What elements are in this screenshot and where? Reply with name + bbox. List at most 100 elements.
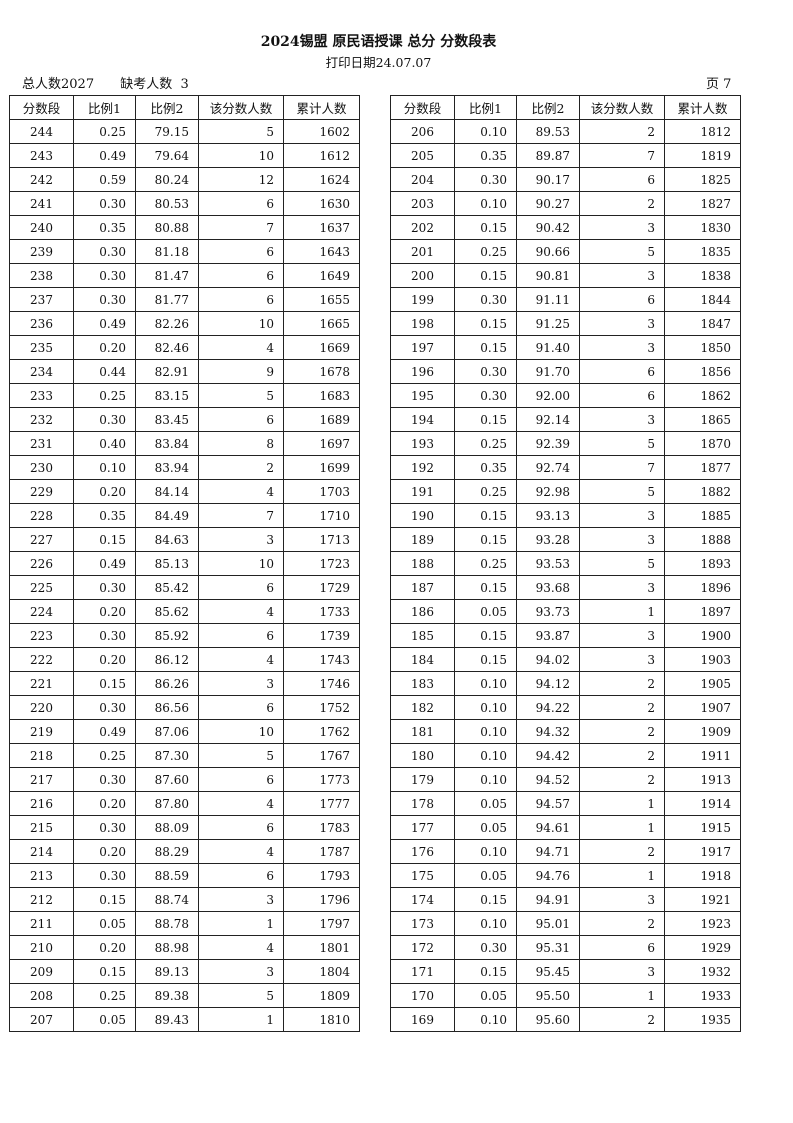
table-row: 225 0.30 85.42 6 1729 — [9, 575, 360, 600]
ratio2-cell: 91.40 — [516, 335, 580, 360]
score-cell: 203 — [390, 191, 455, 216]
score-cell: 221 — [9, 671, 74, 696]
cumulative-cell: 1830 — [664, 215, 741, 240]
ratio1-cell: 0.44 — [73, 359, 136, 384]
ratio1-cell: 0.15 — [454, 407, 517, 432]
header-row: 分数段 比例1 比例2 该分数人数 累计人数 — [390, 95, 741, 120]
ratio2-cell: 94.22 — [516, 695, 580, 720]
cumulative-cell: 1907 — [664, 695, 741, 720]
table-row: 233 0.25 83.15 5 1683 — [9, 383, 360, 408]
ratio1-cell: 0.20 — [73, 935, 136, 960]
score-cell: 176 — [390, 839, 455, 864]
cumulative-cell: 1917 — [664, 839, 741, 864]
score-table-right: 分数段 比例1 比例2 该分数人数 累计人数 206 0.10 89.53 2 1812… — [390, 95, 741, 1032]
cumulative-cell: 1762 — [283, 719, 360, 744]
table-row: 198 0.15 91.25 3 1847 — [390, 311, 741, 336]
ratio1-cell: 0.25 — [73, 983, 136, 1008]
ratio1-cell: 0.20 — [73, 647, 136, 672]
table-row: 169 0.10 95.60 2 1935 — [390, 1007, 741, 1032]
table-row: 223 0.30 85.92 6 1739 — [9, 623, 360, 648]
ratio2-cell: 91.70 — [516, 359, 580, 384]
cumulative-cell: 1665 — [283, 311, 360, 336]
ratio2-cell: 89.13 — [135, 959, 199, 984]
ratio2-cell: 86.26 — [135, 671, 199, 696]
ratio1-cell: 0.30 — [73, 575, 136, 600]
table-row: 209 0.15 89.13 3 1804 — [9, 959, 360, 984]
score-cell: 206 — [390, 119, 455, 144]
cumulative-cell: 1655 — [283, 287, 360, 312]
table-row: 224 0.20 85.62 4 1733 — [9, 599, 360, 624]
cumulative-cell: 1918 — [664, 863, 741, 888]
cumulative-cell: 1911 — [664, 743, 741, 768]
count-cell: 6 — [198, 287, 284, 312]
table-row: 215 0.30 88.09 6 1783 — [9, 815, 360, 840]
table-row: 212 0.15 88.74 3 1796 — [9, 887, 360, 912]
cumulative-cell: 1900 — [664, 623, 741, 648]
ratio1-cell: 0.15 — [454, 575, 517, 600]
absent-count: 缺考人数 3 — [120, 77, 189, 92]
ratio1-cell: 0.59 — [73, 167, 136, 192]
col-header: 比例1 — [454, 95, 517, 120]
ratio2-cell: 87.30 — [135, 743, 199, 768]
score-cell: 178 — [390, 791, 455, 816]
table-row: 240 0.35 80.88 7 1637 — [9, 215, 360, 240]
table-row: 203 0.10 90.27 2 1827 — [390, 191, 741, 216]
count-cell: 6 — [198, 407, 284, 432]
score-cell: 190 — [390, 503, 455, 528]
cumulative-cell: 1847 — [664, 311, 741, 336]
ratio1-cell: 0.05 — [454, 791, 517, 816]
ratio1-cell: 0.10 — [454, 839, 517, 864]
cumulative-cell: 1733 — [283, 599, 360, 624]
ratio1-cell: 0.49 — [73, 551, 136, 576]
count-cell: 1 — [579, 791, 665, 816]
score-cell: 173 — [390, 911, 455, 936]
table-row: 234 0.44 82.91 9 1678 — [9, 359, 360, 384]
table-row: 229 0.20 84.14 4 1703 — [9, 479, 360, 504]
count-cell: 5 — [198, 983, 284, 1008]
ratio2-cell: 94.76 — [516, 863, 580, 888]
ratio2-cell: 88.98 — [135, 935, 199, 960]
cumulative-cell: 1844 — [664, 287, 741, 312]
score-cell: 188 — [390, 551, 455, 576]
ratio1-cell: 0.10 — [454, 911, 517, 936]
cumulative-cell: 1835 — [664, 239, 741, 264]
cumulative-cell: 1713 — [283, 527, 360, 552]
ratio2-cell: 85.62 — [135, 599, 199, 624]
cumulative-cell: 1913 — [664, 767, 741, 792]
score-cell: 228 — [9, 503, 74, 528]
cumulative-cell: 1683 — [283, 383, 360, 408]
score-cell: 205 — [390, 143, 455, 168]
ratio2-cell: 80.24 — [135, 167, 199, 192]
ratio1-cell: 0.30 — [454, 935, 517, 960]
ratio1-cell: 0.10 — [454, 1007, 517, 1032]
count-cell: 6 — [198, 575, 284, 600]
table-row: 184 0.15 94.02 3 1903 — [390, 647, 741, 672]
cumulative-cell: 1819 — [664, 143, 741, 168]
score-cell: 235 — [9, 335, 74, 360]
count-cell: 2 — [579, 839, 665, 864]
count-cell: 6 — [579, 287, 665, 312]
ratio2-cell: 91.11 — [516, 287, 580, 312]
cumulative-cell: 1746 — [283, 671, 360, 696]
ratio1-cell: 0.15 — [454, 623, 517, 648]
ratio1-cell: 0.30 — [454, 287, 517, 312]
table-row: 180 0.10 94.42 2 1911 — [390, 743, 741, 768]
score-cell: 213 — [9, 863, 74, 888]
ratio2-cell: 95.31 — [516, 935, 580, 960]
col-header: 比例2 — [135, 95, 199, 120]
score-cell: 210 — [9, 935, 74, 960]
total-count: 总人数2027 — [22, 77, 95, 92]
table-row: 176 0.10 94.71 2 1917 — [390, 839, 741, 864]
count-cell: 4 — [198, 479, 284, 504]
count-cell: 12 — [198, 167, 284, 192]
count-cell: 10 — [198, 311, 284, 336]
cumulative-cell: 1933 — [664, 983, 741, 1008]
cumulative-cell: 1827 — [664, 191, 741, 216]
score-cell: 209 — [9, 959, 74, 984]
cumulative-cell: 1743 — [283, 647, 360, 672]
table-row: 237 0.30 81.77 6 1655 — [9, 287, 360, 312]
cumulative-cell: 1689 — [283, 407, 360, 432]
table-row: 214 0.20 88.29 4 1787 — [9, 839, 360, 864]
table-row: 201 0.25 90.66 5 1835 — [390, 239, 741, 264]
